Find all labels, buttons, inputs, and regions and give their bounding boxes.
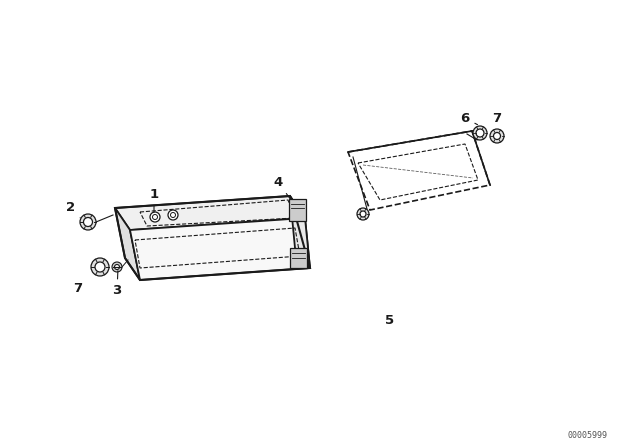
- Polygon shape: [290, 196, 310, 268]
- Circle shape: [150, 212, 160, 222]
- Text: 00005999: 00005999: [568, 431, 608, 439]
- Text: 2: 2: [67, 201, 80, 218]
- Circle shape: [115, 264, 120, 270]
- Circle shape: [83, 217, 93, 227]
- Circle shape: [168, 210, 178, 220]
- Text: 4: 4: [273, 176, 289, 198]
- Circle shape: [80, 214, 96, 230]
- Circle shape: [493, 133, 500, 139]
- Circle shape: [476, 129, 484, 137]
- Polygon shape: [289, 199, 306, 221]
- Text: 7: 7: [492, 112, 502, 125]
- Polygon shape: [130, 218, 310, 280]
- Circle shape: [91, 258, 109, 276]
- Text: 6: 6: [460, 112, 477, 125]
- Polygon shape: [115, 196, 305, 230]
- Text: 5: 5: [385, 314, 395, 327]
- Text: 3: 3: [113, 271, 122, 297]
- Circle shape: [112, 262, 122, 272]
- Polygon shape: [115, 208, 140, 280]
- Circle shape: [490, 129, 504, 143]
- Circle shape: [473, 126, 487, 140]
- Circle shape: [357, 208, 369, 220]
- Circle shape: [95, 262, 105, 272]
- Circle shape: [360, 211, 366, 217]
- Text: 7: 7: [74, 283, 83, 296]
- Text: 1: 1: [149, 188, 159, 212]
- Polygon shape: [290, 248, 307, 268]
